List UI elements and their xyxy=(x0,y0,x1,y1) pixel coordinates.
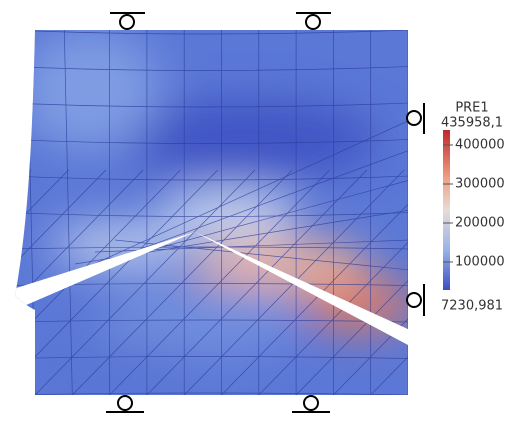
mesh-line xyxy=(15,212,408,217)
colorbar-max: 435958,1 xyxy=(441,116,503,131)
crack-right xyxy=(195,232,408,346)
mesh-line xyxy=(109,169,330,395)
mesh-line xyxy=(146,169,368,395)
mesh-body xyxy=(15,30,408,395)
mesh-line xyxy=(63,30,73,395)
colorbar-tick-label: 300000 xyxy=(455,177,505,192)
mesh-line xyxy=(15,169,144,395)
mesh-line xyxy=(15,356,408,359)
colorbar-min: 7230,981 xyxy=(441,299,503,314)
colorbar-title: PRE1 xyxy=(455,101,488,116)
mesh-line xyxy=(15,30,408,35)
mesh-line xyxy=(15,319,408,323)
mesh-line xyxy=(15,139,408,144)
mesh-line xyxy=(15,246,408,250)
mesh-line xyxy=(221,169,408,395)
colorbar-tick-label: 400000 xyxy=(455,138,505,153)
crack-left xyxy=(15,232,195,312)
mesh-line xyxy=(15,169,107,395)
mesh-line xyxy=(15,66,408,71)
colorbar-tick-label: 100000 xyxy=(455,255,505,270)
mesh-line xyxy=(15,392,408,395)
mesh-line xyxy=(15,175,408,181)
supports xyxy=(106,12,425,413)
mesh-line xyxy=(258,169,408,395)
mesh-line xyxy=(407,169,408,395)
mesh-line xyxy=(295,169,408,395)
mesh-line xyxy=(15,169,69,395)
colorbar xyxy=(443,130,450,290)
mesh-line xyxy=(370,169,408,395)
mesh-line xyxy=(333,169,408,395)
colorbar-tick-label: 200000 xyxy=(455,216,505,231)
mesh-line xyxy=(72,169,293,395)
mesh-line xyxy=(15,102,408,108)
